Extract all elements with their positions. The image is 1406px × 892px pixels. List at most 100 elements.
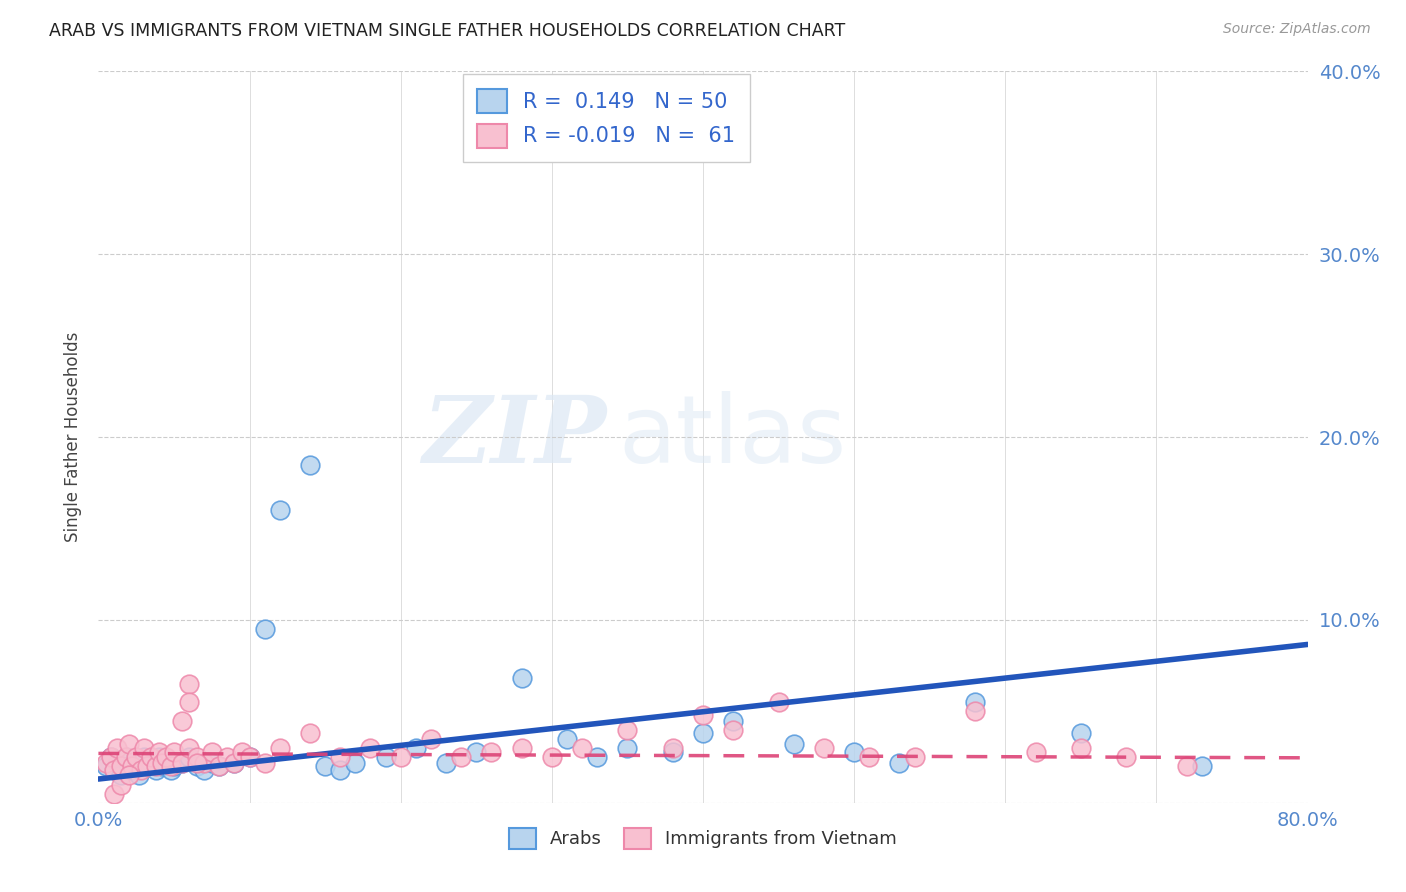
Point — [299, 458, 322, 472]
Point — [723, 714, 745, 728]
Point — [586, 750, 609, 764]
Point — [179, 677, 201, 691]
Text: Source: ZipAtlas.com: Source: ZipAtlas.com — [1223, 22, 1371, 37]
Point — [420, 731, 443, 746]
Point — [540, 750, 562, 764]
Point — [110, 778, 132, 792]
Y-axis label: Single Father Households: Single Father Households — [65, 332, 83, 542]
Point — [783, 737, 806, 751]
Point — [94, 759, 117, 773]
Point — [186, 759, 208, 773]
Point — [329, 750, 352, 764]
Point — [103, 763, 125, 777]
Point — [100, 750, 122, 764]
Point — [179, 740, 201, 755]
Point — [141, 756, 163, 770]
Point — [135, 759, 157, 773]
Point — [163, 759, 186, 773]
Point — [100, 750, 122, 764]
Point — [723, 723, 745, 737]
Point — [661, 740, 683, 755]
Point — [118, 759, 141, 773]
Point — [692, 726, 714, 740]
Point — [661, 745, 683, 759]
Point — [121, 759, 143, 773]
Point — [110, 768, 132, 782]
Point — [465, 745, 488, 759]
Point — [555, 731, 578, 746]
Point — [904, 750, 927, 764]
Point — [215, 750, 238, 764]
Point — [389, 750, 412, 764]
Point — [105, 756, 128, 770]
Point — [1115, 750, 1137, 764]
Point — [193, 763, 215, 777]
Point — [179, 750, 201, 764]
Point — [692, 708, 714, 723]
Point — [405, 740, 427, 755]
Point — [269, 503, 291, 517]
Point — [114, 750, 136, 764]
Text: atlas: atlas — [619, 391, 846, 483]
Point — [163, 745, 186, 759]
Point — [434, 756, 457, 770]
Point — [224, 756, 246, 770]
Point — [374, 750, 396, 764]
Point — [141, 750, 163, 764]
Point — [135, 759, 157, 773]
Point — [201, 756, 224, 770]
Point — [160, 763, 183, 777]
Point — [965, 705, 987, 719]
Point — [253, 622, 276, 636]
Point — [239, 750, 262, 764]
Point — [103, 763, 125, 777]
Point — [150, 756, 173, 770]
Point — [160, 759, 183, 773]
Point — [239, 750, 262, 764]
Point — [1191, 759, 1213, 773]
Text: ZIP: ZIP — [422, 392, 606, 482]
Point — [114, 750, 136, 764]
Point — [129, 763, 152, 777]
Point — [125, 750, 148, 764]
Point — [118, 737, 141, 751]
Point — [813, 740, 835, 755]
Point — [132, 740, 155, 755]
Point — [768, 695, 790, 709]
Point — [360, 740, 382, 755]
Point — [844, 745, 866, 759]
Point — [858, 750, 880, 764]
Point — [128, 768, 150, 782]
Point — [148, 750, 170, 764]
Point — [1175, 759, 1198, 773]
Point — [481, 745, 503, 759]
Point — [571, 740, 593, 755]
Point — [616, 723, 638, 737]
Point — [94, 756, 117, 770]
Point — [125, 756, 148, 770]
Point — [231, 745, 253, 759]
Text: ARAB VS IMMIGRANTS FROM VIETNAM SINGLE FATHER HOUSEHOLDS CORRELATION CHART: ARAB VS IMMIGRANTS FROM VIETNAM SINGLE F… — [49, 22, 845, 40]
Point — [170, 756, 193, 770]
Point — [170, 756, 193, 770]
Point — [889, 756, 911, 770]
Point — [224, 756, 246, 770]
Point — [450, 750, 472, 764]
Point — [145, 763, 167, 777]
Point — [269, 740, 291, 755]
Point — [186, 756, 208, 770]
Point — [201, 745, 224, 759]
Point — [155, 756, 177, 770]
Point — [155, 750, 177, 764]
Point — [314, 759, 336, 773]
Point — [105, 740, 128, 755]
Point — [299, 726, 322, 740]
Point — [186, 750, 208, 764]
Point — [208, 759, 231, 773]
Point — [170, 714, 193, 728]
Point — [1024, 745, 1046, 759]
Point — [132, 750, 155, 764]
Point — [179, 695, 201, 709]
Point — [616, 740, 638, 755]
Point — [253, 756, 276, 770]
